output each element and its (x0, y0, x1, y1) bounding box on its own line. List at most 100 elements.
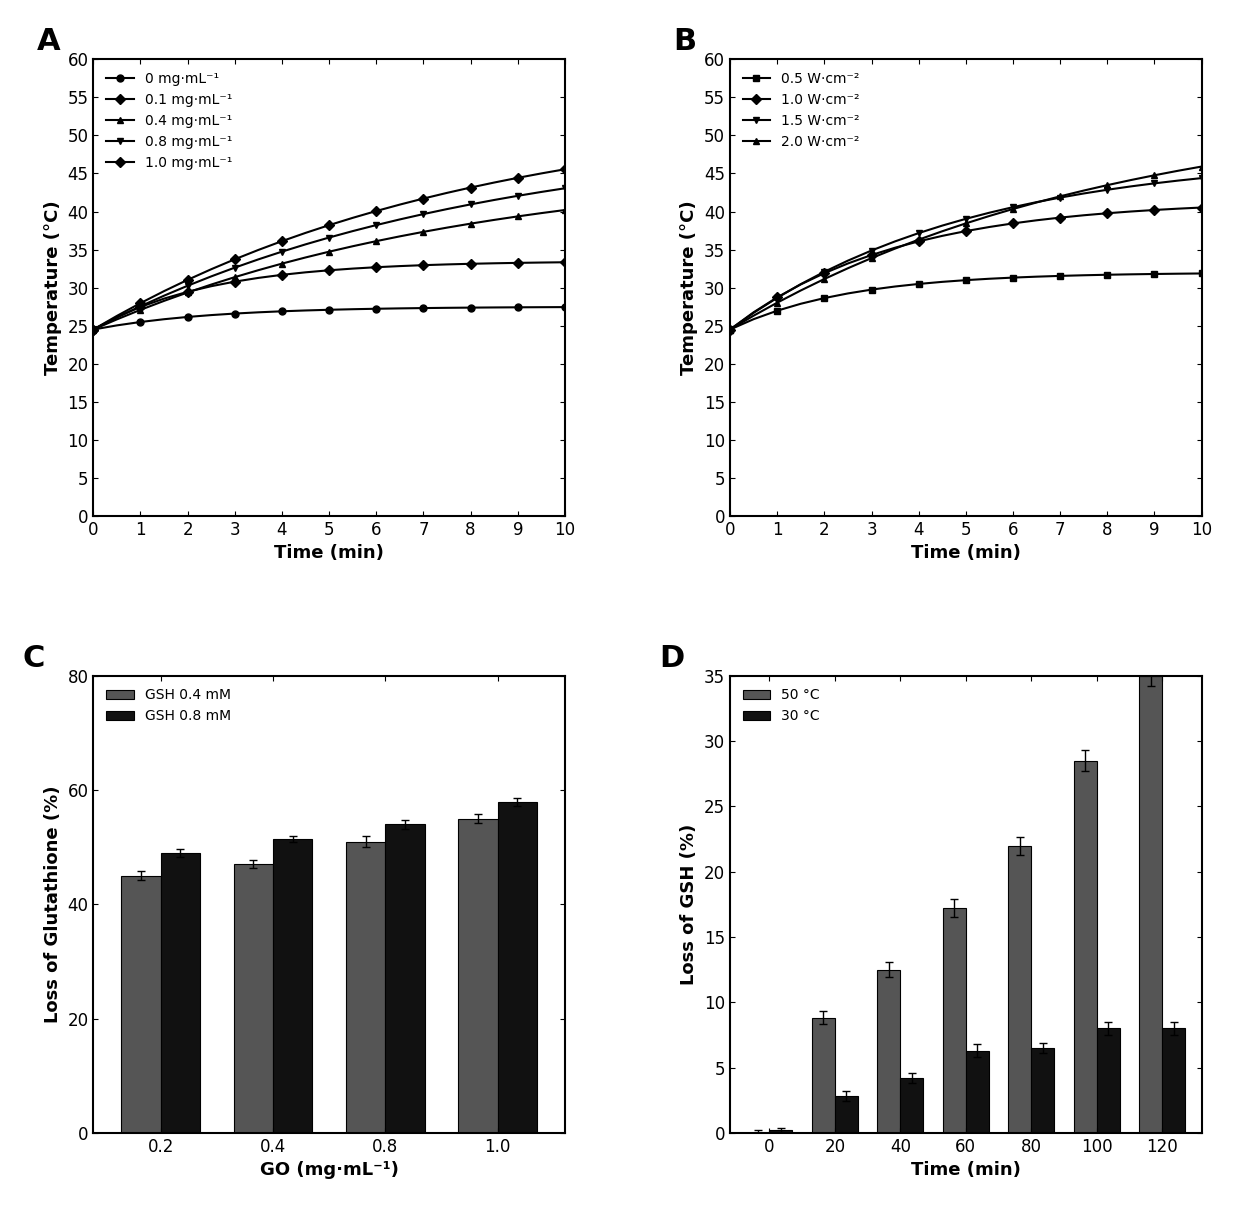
0.4 mg·mL⁻¹ (298, 250, 312, 264)
Line: 0.5 W·cm⁻²: 0.5 W·cm⁻² (727, 270, 1205, 333)
0.4 mg·mL⁻¹ (558, 203, 573, 217)
Line: 0.1 mg·mL⁻¹: 0.1 mg·mL⁻¹ (89, 258, 568, 333)
0.5 W·cm⁻² (864, 282, 879, 297)
2.0 W·cm⁻² (1053, 189, 1068, 204)
Bar (1074, 760, 1097, 1133)
0.1 mg·mL⁻¹ (250, 270, 265, 285)
Legend: 50 °C, 30 °C: 50 °C, 30 °C (737, 683, 826, 729)
0.4 mg·mL⁻¹ (392, 229, 407, 244)
Bar (1140, 676, 1162, 1133)
Y-axis label: Temperature (°C): Temperature (°C) (681, 200, 698, 375)
0.4 mg·mL⁻¹ (227, 270, 242, 285)
Bar (1032, 1048, 1054, 1133)
0.8 mg·mL⁻¹ (86, 322, 100, 337)
0.8 mg·mL⁻¹ (345, 223, 360, 238)
Line: 1.0 W·cm⁻²: 1.0 W·cm⁻² (727, 204, 1205, 333)
0.4 mg·mL⁻¹ (274, 256, 289, 270)
Legend: 0.5 W·cm⁻², 1.0 W·cm⁻², 1.5 W·cm⁻², 2.0 W·cm⁻²: 0.5 W·cm⁻², 1.0 W·cm⁻², 1.5 W·cm⁻², 2.0 … (737, 66, 866, 154)
0 mg·mL⁻¹ (156, 311, 171, 326)
1.5 W·cm⁻² (841, 253, 856, 268)
1.0 mg·mL⁻¹ (203, 262, 218, 276)
0.1 mg·mL⁻¹ (298, 266, 312, 280)
1.5 W·cm⁻² (1006, 200, 1021, 215)
Line: 0 mg·mL⁻¹: 0 mg·mL⁻¹ (89, 304, 568, 333)
1.0 mg·mL⁻¹ (368, 204, 383, 218)
1.0 mg·mL⁻¹ (298, 226, 312, 240)
2.0 W·cm⁻² (1076, 183, 1091, 198)
0.1 mg·mL⁻¹ (440, 257, 455, 272)
0.5 W·cm⁻² (794, 297, 808, 311)
X-axis label: Time (min): Time (min) (911, 1161, 1021, 1179)
0.1 mg·mL⁻¹ (487, 256, 502, 270)
X-axis label: Time (min): Time (min) (911, 544, 1021, 562)
0.5 W·cm⁻² (888, 279, 903, 293)
0.1 mg·mL⁻¹ (368, 260, 383, 274)
2.0 W·cm⁻² (723, 322, 738, 337)
0 mg·mL⁻¹ (415, 301, 430, 315)
Bar (900, 1078, 924, 1133)
1.0 W·cm⁻² (1123, 204, 1138, 218)
1.0 mg·mL⁻¹ (156, 284, 171, 298)
1.5 W·cm⁻² (864, 244, 879, 258)
Legend: 0 mg·mL⁻¹, 0.1 mg·mL⁻¹, 0.4 mg·mL⁻¹, 0.8 mg·mL⁻¹, 1.0 mg·mL⁻¹: 0 mg·mL⁻¹, 0.1 mg·mL⁻¹, 0.4 mg·mL⁻¹, 0.8… (100, 66, 238, 175)
Bar (497, 801, 537, 1133)
0.4 mg·mL⁻¹ (203, 278, 218, 292)
0.1 mg·mL⁻¹ (321, 263, 336, 278)
1.5 W·cm⁻² (959, 211, 973, 226)
0.4 mg·mL⁻¹ (180, 285, 195, 299)
0 mg·mL⁻¹ (392, 301, 407, 315)
0.5 W·cm⁻² (1147, 267, 1162, 281)
0.1 mg·mL⁻¹ (415, 258, 430, 273)
2.0 W·cm⁻² (794, 284, 808, 298)
0 mg·mL⁻¹ (368, 302, 383, 316)
0.4 mg·mL⁻¹ (368, 234, 383, 249)
2.0 W·cm⁻² (864, 251, 879, 266)
0 mg·mL⁻¹ (227, 307, 242, 321)
0.1 mg·mL⁻¹ (227, 274, 242, 288)
1.5 W·cm⁻² (1147, 176, 1162, 191)
0.1 mg·mL⁻¹ (511, 256, 526, 270)
Line: 0.8 mg·mL⁻¹: 0.8 mg·mL⁻¹ (89, 185, 568, 333)
2.0 W·cm⁻² (770, 296, 785, 310)
Text: A: A (37, 27, 61, 56)
0.5 W·cm⁻² (746, 311, 761, 326)
0.4 mg·mL⁻¹ (440, 221, 455, 235)
0.4 mg·mL⁻¹ (415, 225, 430, 239)
0.1 mg·mL⁻¹ (203, 279, 218, 293)
1.5 W·cm⁻² (1194, 171, 1209, 186)
0.4 mg·mL⁻¹ (511, 209, 526, 223)
0.1 mg·mL⁻¹ (345, 262, 360, 276)
1.0 W·cm⁻² (1100, 206, 1115, 221)
0 mg·mL⁻¹ (274, 304, 289, 319)
0.8 mg·mL⁻¹ (274, 244, 289, 258)
1.0 mg·mL⁻¹ (511, 170, 526, 185)
Bar (878, 969, 900, 1133)
2.0 W·cm⁻² (841, 261, 856, 275)
0.4 mg·mL⁻¹ (534, 206, 549, 221)
0.8 mg·mL⁻¹ (464, 197, 479, 211)
Bar (1008, 846, 1032, 1133)
1.0 W·cm⁻² (1194, 200, 1209, 215)
Bar (1162, 1028, 1185, 1133)
1.0 mg·mL⁻¹ (321, 218, 336, 233)
Y-axis label: Loss of Glutathione (%): Loss of Glutathione (%) (43, 786, 62, 1024)
0.1 mg·mL⁻¹ (133, 299, 148, 314)
0.5 W·cm⁻² (982, 272, 997, 286)
Bar (812, 1018, 835, 1133)
1.0 W·cm⁻² (1147, 203, 1162, 217)
Bar (233, 864, 273, 1133)
1.0 mg·mL⁻¹ (534, 167, 549, 181)
1.0 mg·mL⁻¹ (558, 162, 573, 176)
1.5 W·cm⁻² (982, 205, 997, 220)
1.0 mg·mL⁻¹ (487, 175, 502, 189)
0.8 mg·mL⁻¹ (415, 206, 430, 221)
Y-axis label: Loss of GSH (%): Loss of GSH (%) (681, 823, 698, 985)
1.0 mg·mL⁻¹ (464, 180, 479, 194)
0.4 mg·mL⁻¹ (133, 303, 148, 317)
1.5 W·cm⁻² (888, 234, 903, 249)
0.8 mg·mL⁻¹ (203, 269, 218, 284)
0.8 mg·mL⁻¹ (487, 193, 502, 208)
2.0 W·cm⁻² (746, 309, 761, 323)
1.0 W·cm⁻² (794, 278, 808, 292)
1.5 W·cm⁻² (1029, 194, 1044, 209)
